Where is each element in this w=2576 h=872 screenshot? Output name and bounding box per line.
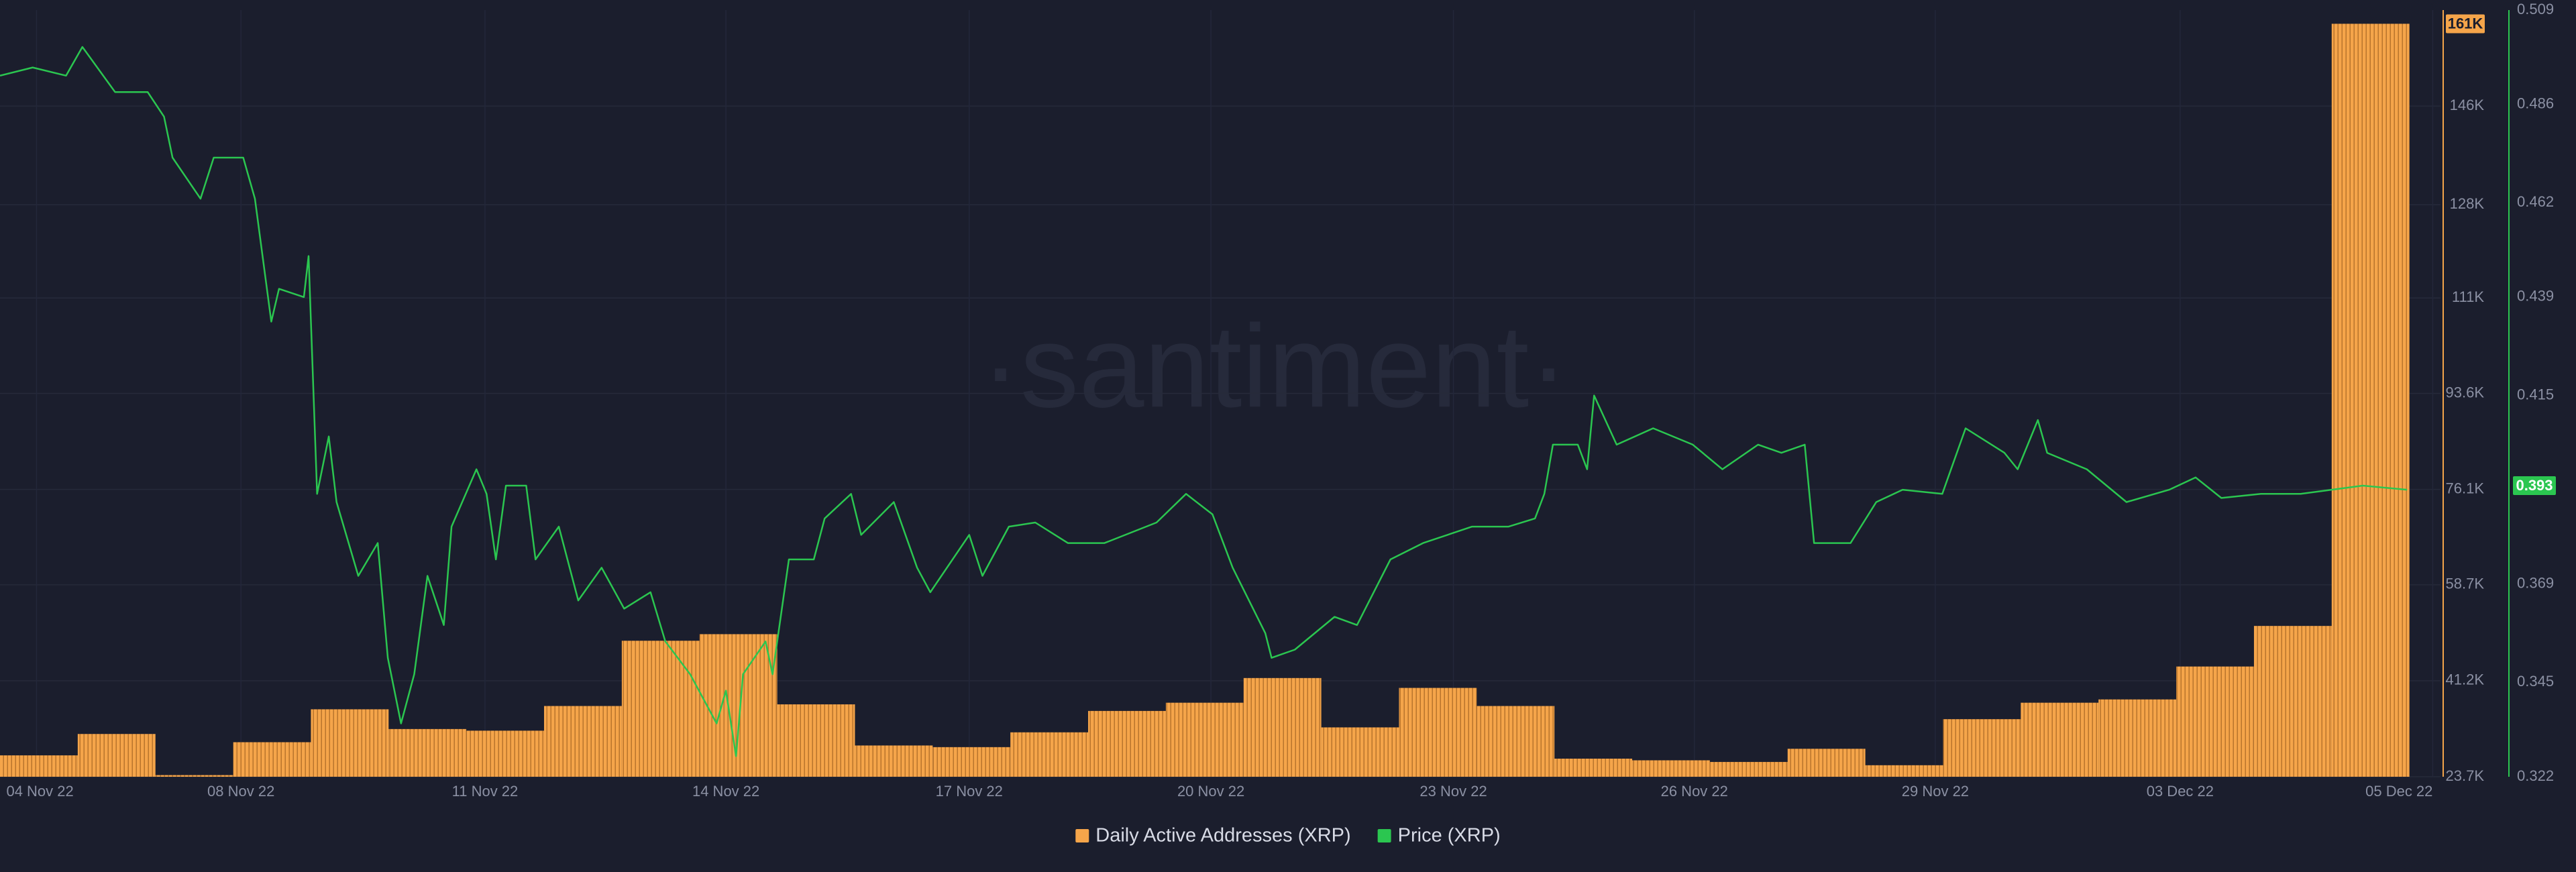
bar: [1787, 749, 1866, 777]
price-line: [0, 46, 2408, 757]
bar: [855, 745, 933, 777]
y-tick-label: 111K: [2452, 288, 2484, 305]
x-tick-label: 03 Dec 22: [2147, 783, 2214, 800]
y2-tick-label: 0.322: [2517, 767, 2554, 784]
bar: [1632, 760, 1710, 777]
y-tick-label: 58.7K: [2446, 576, 2485, 592]
bar: [311, 709, 389, 777]
y2-tick-label: 0.345: [2517, 673, 2554, 690]
bar: [155, 775, 233, 777]
bar: [1010, 732, 1089, 777]
y2-tick-label: 0.509: [2517, 1, 2554, 17]
legend-label: Daily Active Addresses (XRP): [1095, 825, 1350, 847]
y2-tick-label: 0.369: [2517, 575, 2554, 592]
current-value-label: 161K: [2448, 15, 2483, 32]
bar: [233, 742, 311, 777]
bar: [1165, 702, 1244, 777]
bar: [1399, 688, 1477, 777]
bar: [1709, 761, 1788, 777]
bar: [777, 704, 855, 777]
bar: [388, 728, 467, 777]
y-tick-label: 128K: [2450, 195, 2485, 212]
bar: [932, 747, 1011, 777]
y-tick-label: 23.7K: [2446, 767, 2485, 784]
y-tick-label: 41.2K: [2446, 671, 2485, 688]
legend-swatch: [1075, 829, 1089, 842]
legend-swatch: [1377, 829, 1391, 842]
bar: [77, 734, 156, 777]
current-value-box: [2513, 476, 2556, 496]
x-tick-label: 08 Nov 22: [207, 783, 274, 800]
y2-tick-label: 0.439: [2517, 288, 2554, 305]
bar: [1943, 719, 2021, 777]
y-tick-label: 146K: [2450, 97, 2485, 113]
bar: [2331, 23, 2410, 777]
watermark: ·santiment·: [981, 301, 1568, 432]
x-tick-label: 26 Nov 22: [1661, 783, 1728, 800]
x-tick-label: 20 Nov 22: [1177, 783, 1244, 800]
current-value-box: [2446, 14, 2485, 34]
x-tick-label: 23 Nov 22: [1419, 783, 1487, 800]
bar: [1865, 765, 1943, 777]
bar: [2176, 666, 2254, 777]
bar: [1088, 710, 1166, 777]
bar: [1477, 706, 1555, 777]
bar: [1321, 727, 1399, 777]
y-tick-label: 76.1K: [2446, 480, 2485, 496]
bar: [1554, 759, 1633, 777]
legend-label: Price (XRP): [1398, 825, 1501, 847]
bar: [2021, 702, 2099, 777]
bar: [2253, 626, 2332, 777]
x-tick-label: 29 Nov 22: [1902, 783, 1969, 800]
bar: [466, 730, 545, 777]
y-tick-label: 93.6K: [2446, 384, 2485, 400]
bar: [544, 706, 622, 777]
x-tick-label: 11 Nov 22: [452, 783, 519, 800]
x-tick-label: 04 Nov 22: [6, 783, 73, 800]
bar: [2098, 699, 2177, 777]
current-value-label: 0.393: [2516, 477, 2553, 494]
x-tick-label: 05 Dec 22: [2365, 783, 2432, 800]
x-tick-label: 14 Nov 22: [692, 783, 759, 800]
y2-tick-label: 0.415: [2517, 386, 2554, 402]
bar: [0, 755, 78, 777]
bar: [699, 634, 777, 777]
legend: Daily Active Addresses (XRP) Price (XRP): [1075, 825, 1501, 847]
y2-tick-label: 0.486: [2517, 95, 2554, 111]
y2-tick-label: 0.462: [2517, 193, 2554, 210]
x-tick-label: 17 Nov 22: [936, 783, 1003, 800]
bar: [1243, 677, 1322, 777]
bar: [621, 641, 700, 777]
